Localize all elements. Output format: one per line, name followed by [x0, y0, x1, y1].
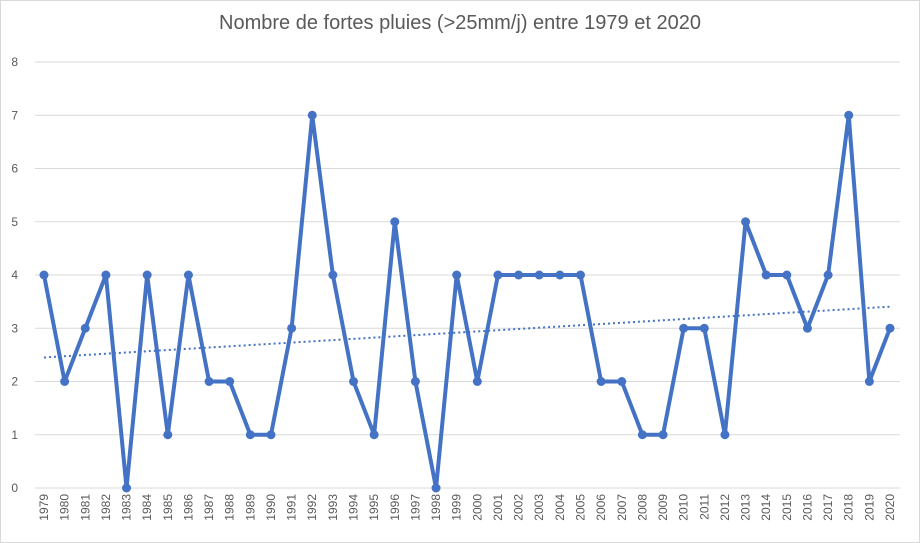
data-point — [452, 270, 462, 280]
data-point — [39, 270, 49, 280]
x-tick-label: 1983 — [120, 494, 134, 521]
series-line — [42, 113, 892, 490]
x-tick-label: 1996 — [388, 494, 402, 521]
data-point — [472, 377, 482, 386]
chart-title: Nombre de fortes pluies (>25mm/j) entre … — [219, 12, 701, 34]
data-point — [699, 323, 709, 333]
data-point — [679, 323, 689, 333]
x-tick-label: 2004 — [553, 494, 567, 521]
x-tick-label: 2014 — [759, 494, 773, 521]
x-tick-label: 1979 — [37, 494, 51, 521]
x-tick-label: 2017 — [821, 494, 835, 521]
y-tick-label: 5 — [11, 215, 18, 229]
x-tick-label: 1997 — [408, 494, 422, 521]
x-tick-label: 1994 — [347, 494, 361, 521]
trendline — [43, 305, 891, 359]
data-point — [741, 217, 751, 227]
x-tick-label: 1981 — [78, 494, 92, 521]
y-tick-label: 8 — [11, 55, 18, 69]
data-point — [80, 323, 90, 333]
x-tick-label: 2002 — [512, 494, 526, 521]
data-point — [864, 377, 874, 386]
x-tick-label: 1990 — [264, 494, 278, 521]
data-point — [782, 270, 792, 280]
x-tick-label: 2012 — [718, 494, 732, 521]
x-tick-label: 2003 — [532, 494, 546, 521]
data-point — [101, 270, 111, 280]
x-tick-label: 2008 — [635, 494, 649, 521]
x-tick-label: 1995 — [367, 494, 381, 521]
x-tick-label: 2011 — [697, 494, 711, 520]
data-point — [307, 110, 317, 120]
x-tick-label: 1987 — [202, 494, 216, 521]
x-tick-label: 2018 — [842, 494, 856, 521]
x-tick-label: 2019 — [862, 494, 876, 521]
data-point — [555, 270, 565, 280]
data-point — [183, 270, 193, 280]
data-point — [369, 430, 379, 440]
data-point — [390, 217, 400, 227]
data-point — [122, 483, 132, 493]
data-point — [431, 483, 441, 493]
x-tick-label: 1982 — [99, 494, 113, 521]
data-point — [534, 270, 544, 280]
data-point — [575, 270, 585, 280]
x-tick-label: 2010 — [677, 494, 691, 521]
data-point — [266, 430, 276, 440]
y-tick-label: 6 — [11, 162, 18, 176]
x-tick-label: 2006 — [594, 494, 608, 521]
x-tick-label: 1984 — [140, 494, 154, 521]
x-tick-label: 1993 — [326, 494, 340, 521]
x-tick-label: 1999 — [450, 494, 464, 521]
data-point — [287, 323, 297, 333]
data-point — [658, 430, 668, 440]
y-tick-label: 3 — [11, 321, 18, 335]
x-tick-label: 2007 — [615, 494, 629, 521]
x-tick-label: 2001 — [491, 494, 505, 521]
data-point — [163, 430, 173, 440]
data-point — [844, 110, 854, 120]
data-point — [493, 270, 503, 280]
x-tick-label: 2015 — [780, 494, 794, 521]
data-point — [410, 377, 420, 386]
x-tick-label: 1980 — [58, 494, 72, 521]
data-point — [225, 377, 235, 386]
data-point — [349, 377, 359, 386]
y-tick-label: 7 — [11, 108, 18, 122]
y-tick-label: 0 — [11, 481, 18, 495]
x-tick-label: 1988 — [223, 494, 237, 521]
x-tick-label: 2005 — [573, 494, 587, 521]
x-tick-label: 1991 — [285, 494, 299, 521]
data-point — [761, 270, 771, 280]
x-tick-label: 2013 — [739, 494, 753, 521]
data-point — [328, 270, 338, 280]
x-tick-label: 1992 — [305, 494, 319, 521]
x-tick-label: 2016 — [800, 494, 814, 521]
data-point — [596, 377, 606, 386]
data-point — [885, 323, 895, 333]
data-point — [514, 270, 524, 280]
data-point — [60, 377, 70, 386]
data-point — [823, 270, 833, 280]
y-tick-label: 2 — [11, 375, 18, 389]
data-point — [142, 270, 152, 280]
x-tick-label: 2000 — [470, 494, 484, 521]
x-tick-label: 2020 — [883, 494, 897, 521]
data-point — [617, 377, 627, 386]
data-point — [720, 430, 730, 440]
data-point — [245, 430, 255, 440]
x-tick-label: 2009 — [656, 494, 670, 521]
x-tick-label: 1998 — [429, 494, 443, 521]
x-tick-label: 1989 — [243, 494, 257, 521]
y-tick-label: 4 — [11, 268, 18, 282]
data-point — [204, 377, 214, 386]
data-point — [637, 430, 647, 440]
data-point — [802, 323, 812, 333]
x-tick-label: 1985 — [161, 494, 175, 521]
x-tick-label: 1986 — [181, 494, 195, 521]
y-tick-label: 1 — [11, 428, 18, 442]
